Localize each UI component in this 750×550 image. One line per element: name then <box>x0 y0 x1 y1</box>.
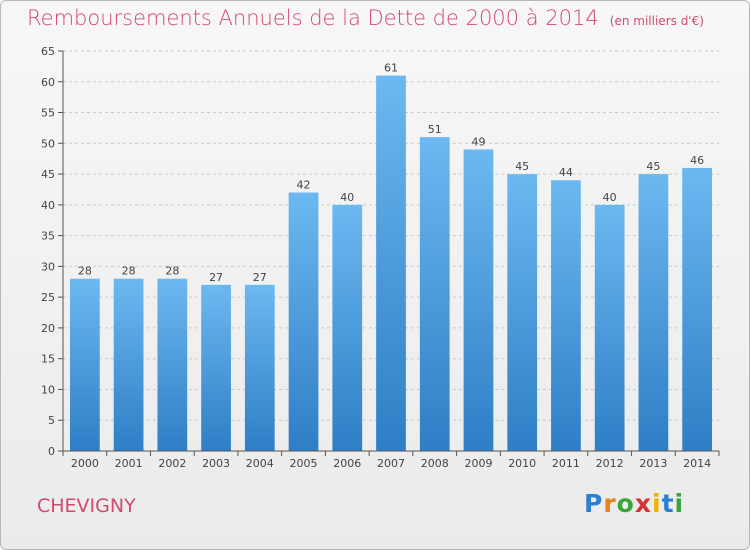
bar <box>288 192 319 452</box>
x-tick-label: 2012 <box>596 457 624 470</box>
x-tick-label: 2013 <box>639 457 667 470</box>
y-tick-label: 30 <box>41 260 55 273</box>
bar <box>638 174 669 452</box>
data-label: 28 <box>122 265 136 278</box>
y-tick-label: 10 <box>41 383 55 396</box>
bar <box>376 75 406 451</box>
x-tick-label: 2003 <box>202 457 230 470</box>
y-tick-label: 15 <box>41 353 55 366</box>
x-tick-label: 2007 <box>377 457 405 470</box>
bar <box>244 284 275 451</box>
bar <box>157 278 188 451</box>
axes <box>62 51 719 452</box>
chart-title: Remboursements Annuels de la Dette de 20… <box>27 6 704 30</box>
y-tick-label: 60 <box>41 76 55 89</box>
y-tick-label: 55 <box>41 107 55 120</box>
data-label: 40 <box>603 191 617 204</box>
bar <box>69 278 100 451</box>
bar <box>419 137 450 451</box>
x-tick-label: 2014 <box>683 457 711 470</box>
logo-letter: o <box>616 489 635 518</box>
commune-name: CHEVIGNY <box>37 495 136 517</box>
logo-letter: t <box>661 489 675 518</box>
x-tick-label: 2010 <box>508 457 536 470</box>
logo-letter: r <box>603 489 617 518</box>
data-label: 42 <box>297 179 311 192</box>
logo-letter: i <box>652 489 662 518</box>
logo-letter: i <box>674 489 685 518</box>
logo-letter: P <box>584 489 604 518</box>
y-tick-label: 5 <box>48 414 55 427</box>
bar <box>682 167 713 451</box>
data-label: 49 <box>471 135 485 148</box>
bar <box>332 204 363 451</box>
x-tick-label: 2002 <box>158 457 186 470</box>
bars <box>69 75 713 452</box>
y-tick-label: 50 <box>41 137 55 150</box>
y-tick-label: 20 <box>41 322 55 335</box>
data-label: 28 <box>78 265 92 278</box>
proxiti-logo: Proxiti <box>584 489 684 518</box>
chart-title-text: Remboursements Annuels de la Dette de 20… <box>27 6 599 30</box>
logo-letter: x <box>634 489 652 518</box>
data-label: 27 <box>253 271 267 284</box>
y-tick-label: 25 <box>41 291 55 304</box>
data-label: 44 <box>559 166 573 179</box>
chart-unit: (en milliers d'€) <box>609 14 704 28</box>
bar <box>463 149 494 451</box>
y-tick-label: 40 <box>41 199 55 212</box>
data-label: 61 <box>384 62 398 75</box>
y-tick-label: 45 <box>41 168 55 181</box>
x-tick-label: 2004 <box>246 457 274 470</box>
x-tick-label: 2009 <box>464 457 492 470</box>
data-label: 27 <box>209 271 223 284</box>
bar <box>507 174 538 452</box>
x-axis-ticks: 2000 2001 2002 2003 2004 2005 2006 2007 2008 2009… <box>62 451 720 470</box>
data-label: 28 <box>165 265 179 278</box>
y-tick-label: 65 <box>41 45 55 58</box>
bar <box>594 204 625 451</box>
data-label: 45 <box>515 160 529 173</box>
data-label: 40 <box>340 191 354 204</box>
data-label: 45 <box>646 160 660 173</box>
x-tick-label: 2006 <box>333 457 361 470</box>
x-tick-label: 2008 <box>421 457 449 470</box>
x-tick-label: 2000 <box>71 457 99 470</box>
bar <box>551 180 581 451</box>
y-axis-ticks: 0 5 10 15 20 25 30 35 40 45 50 55 60 65 <box>41 45 63 458</box>
x-tick-label: 2001 <box>115 457 143 470</box>
bar <box>113 278 144 451</box>
data-labels: 28 28 28 27 27 42 40 61 51 49 45 44 40 45 46 <box>78 62 704 284</box>
bar <box>201 284 231 451</box>
y-tick-label: 0 <box>48 445 55 458</box>
x-tick-label: 2005 <box>290 457 318 470</box>
y-tick-label: 35 <box>41 230 55 243</box>
data-label: 51 <box>428 123 442 136</box>
x-tick-label: 2011 <box>552 457 580 470</box>
data-label: 46 <box>690 154 704 167</box>
